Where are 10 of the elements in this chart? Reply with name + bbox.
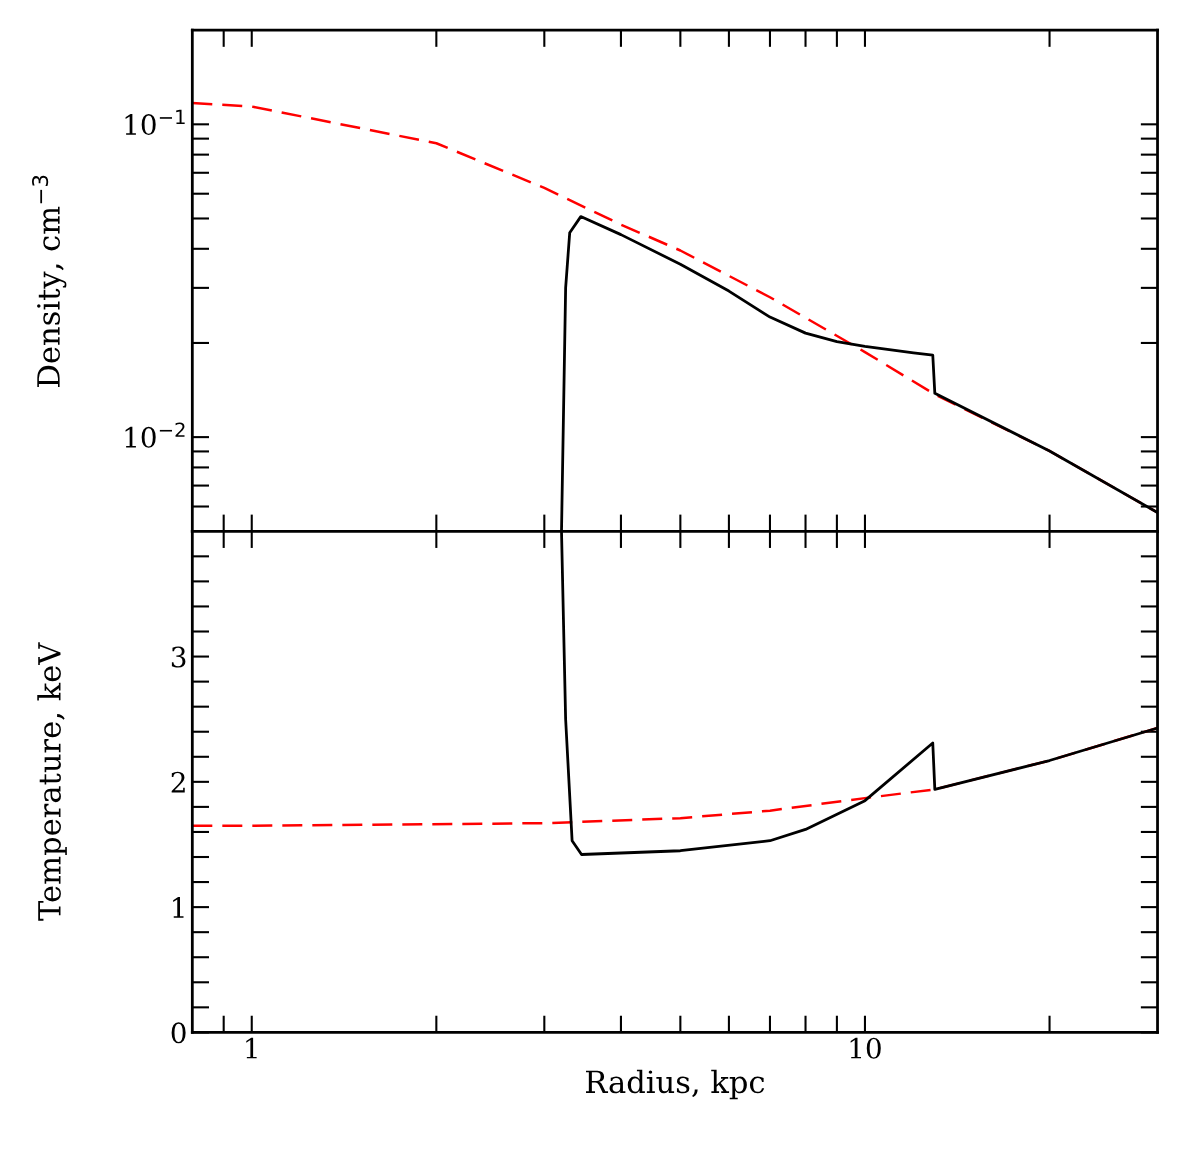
y-tick-label: 0 (171, 1022, 186, 1044)
x-axis-title: Radius, kpc (586, 1069, 765, 1100)
y-axis-title: Temperature, keV (37, 642, 67, 921)
y-tick-label: 2 (171, 771, 185, 793)
x-tick-label: 10 (850, 1037, 881, 1059)
y-tick-label: 10$^{−2}$ (125, 422, 185, 448)
y-tick-label: 1 (173, 897, 184, 918)
y-tick-label: 10$^{−1}$ (125, 109, 185, 136)
y-axis-title: Density, cm$^{−3}$ (32, 175, 67, 387)
y-tick-label: 3 (171, 646, 186, 668)
